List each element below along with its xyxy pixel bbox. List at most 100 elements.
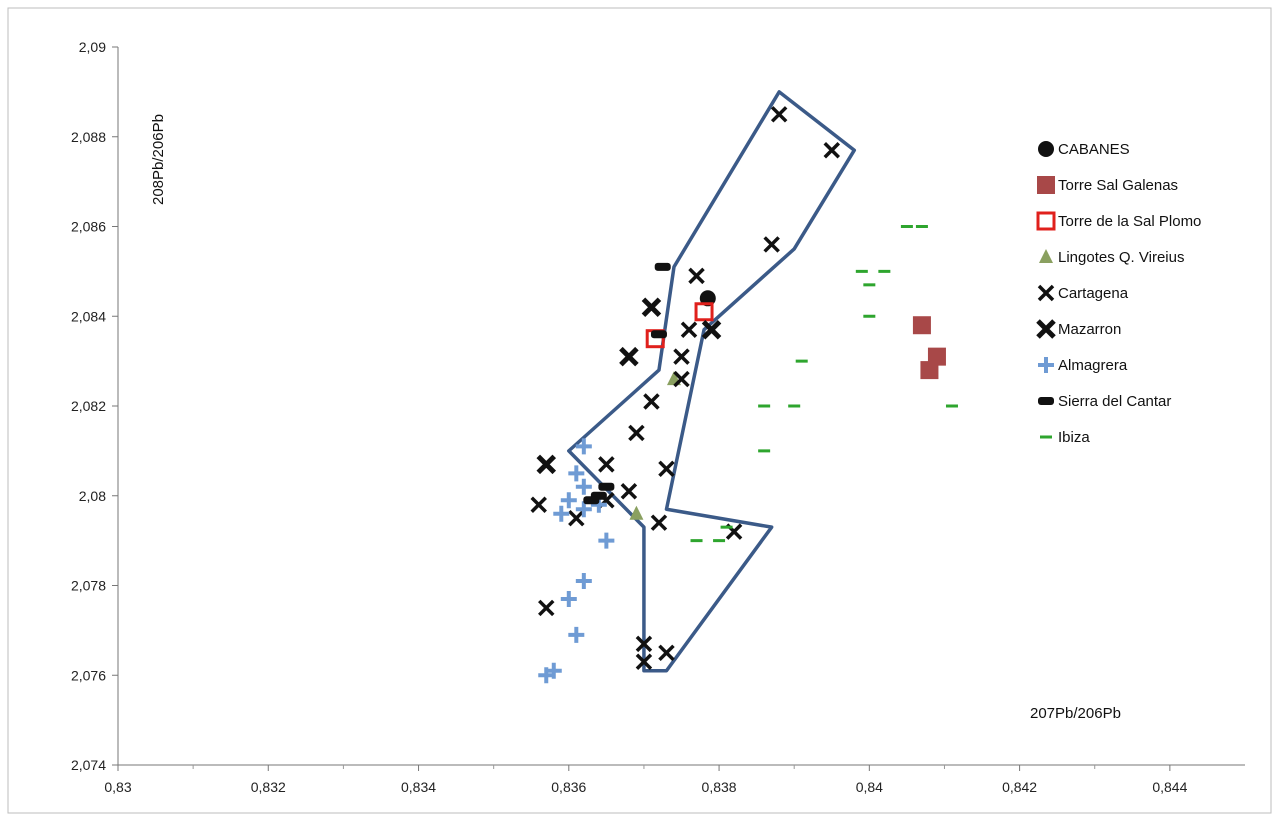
data-point — [619, 346, 639, 367]
y-tick-label: 2,08 — [79, 488, 106, 504]
data-point — [538, 599, 555, 617]
legend-label: Torre Sal Galenas — [1058, 177, 1178, 194]
x-axis-label: 207Pb/206Pb — [1030, 705, 1121, 722]
x-tick-label: 0,838 — [702, 779, 737, 795]
x-tick-label: 0,834 — [401, 779, 436, 795]
data-point — [643, 393, 660, 410]
series-mazarron — [536, 297, 722, 475]
y-tick-label: 2,074 — [71, 757, 106, 773]
data-point — [575, 438, 592, 455]
x-tick-label: 0,83 — [104, 779, 131, 795]
data-point — [720, 525, 733, 529]
data-point — [795, 359, 808, 363]
legend-item: Mazarron — [1036, 319, 1121, 339]
x-tick-label: 0,832 — [251, 779, 286, 795]
legend-item: CABANES — [1038, 141, 1130, 158]
legend-marker — [1040, 435, 1052, 439]
data-point — [863, 314, 876, 318]
chart-frame — [7, 7, 1272, 814]
data-point — [635, 653, 653, 671]
data-point — [629, 505, 644, 520]
data-point — [536, 454, 557, 475]
legend-marker — [1038, 357, 1054, 373]
data-point — [713, 539, 726, 543]
series-almagrera — [538, 438, 615, 684]
legend-marker — [1036, 211, 1056, 231]
legend-marker — [1038, 397, 1054, 405]
legend-label: Mazarron — [1058, 321, 1121, 338]
legend-marker — [1036, 319, 1056, 339]
y-tick-label: 2,076 — [71, 667, 106, 683]
data-point — [598, 532, 615, 549]
data-point — [900, 225, 913, 228]
data-point — [694, 302, 714, 322]
y-tick-label: 2,078 — [71, 578, 106, 594]
data-point — [654, 262, 671, 271]
data-point — [628, 424, 645, 442]
data-point — [673, 348, 690, 365]
data-point — [658, 644, 675, 662]
data-point — [878, 269, 891, 273]
series-ibiza — [690, 225, 958, 543]
data-point — [568, 626, 585, 643]
data-point — [770, 106, 788, 123]
legend-item: Lingotes Q. Vireius — [1039, 249, 1184, 266]
legend-label: Cartagena — [1058, 285, 1129, 302]
data-point — [658, 460, 675, 478]
legend-label: Ibiza — [1058, 429, 1090, 446]
data-point — [530, 496, 547, 513]
series-lingotes-q-vireius — [629, 371, 681, 520]
data-point — [568, 509, 585, 527]
x-tick-label: 0,844 — [1152, 779, 1187, 795]
data-point — [788, 404, 801, 408]
data-point — [688, 267, 705, 285]
y-tick-label: 2,088 — [71, 129, 106, 145]
data-point — [758, 404, 771, 408]
x-tick-label: 0,842 — [1002, 779, 1037, 795]
legend-label: Almagrera — [1058, 357, 1128, 374]
data-point — [758, 449, 771, 453]
data-point — [568, 465, 585, 482]
y-axis-label: 208Pb/206Pb — [150, 114, 167, 205]
data-point — [701, 319, 722, 340]
data-point — [823, 141, 841, 159]
data-point — [560, 492, 577, 509]
data-point — [690, 539, 703, 543]
legend-marker — [1038, 141, 1054, 157]
y-tick-label: 2,086 — [71, 219, 106, 235]
legend-item: Cartagena — [1037, 284, 1129, 302]
series-cartagena — [530, 106, 841, 671]
legend-item: Almagrera — [1038, 357, 1128, 374]
data-point — [598, 482, 615, 491]
data-point — [575, 573, 592, 590]
legend-item: Torre de la Sal Plomo — [1036, 211, 1201, 231]
field-polygon — [567, 90, 857, 673]
legend-label: Sierra del Cantar — [1058, 393, 1171, 410]
data-point — [855, 269, 868, 273]
data-point — [575, 501, 592, 518]
data-point — [620, 483, 638, 500]
legend-label: Lingotes Q. Vireius — [1058, 249, 1184, 266]
legend-item: Ibiza — [1040, 429, 1090, 446]
data-point — [553, 505, 570, 522]
y-tick-label: 2,09 — [79, 39, 106, 55]
data-point — [650, 330, 667, 339]
data-point — [920, 361, 939, 380]
y-tick-label: 2,084 — [71, 308, 106, 324]
y-tick-label: 2,082 — [71, 398, 106, 414]
legend-item: Sierra del Cantar — [1038, 393, 1171, 410]
data-point — [915, 225, 928, 228]
legend-marker — [1037, 284, 1055, 302]
data-point — [673, 370, 690, 388]
data-point — [598, 456, 615, 473]
data-point — [575, 478, 592, 495]
legend-marker — [1037, 176, 1055, 194]
data-point — [680, 321, 698, 338]
data-point — [635, 635, 653, 653]
data-point — [945, 404, 958, 408]
legend-label: CABANES — [1058, 141, 1130, 158]
legend-marker — [1039, 249, 1053, 263]
data-point — [763, 236, 780, 253]
